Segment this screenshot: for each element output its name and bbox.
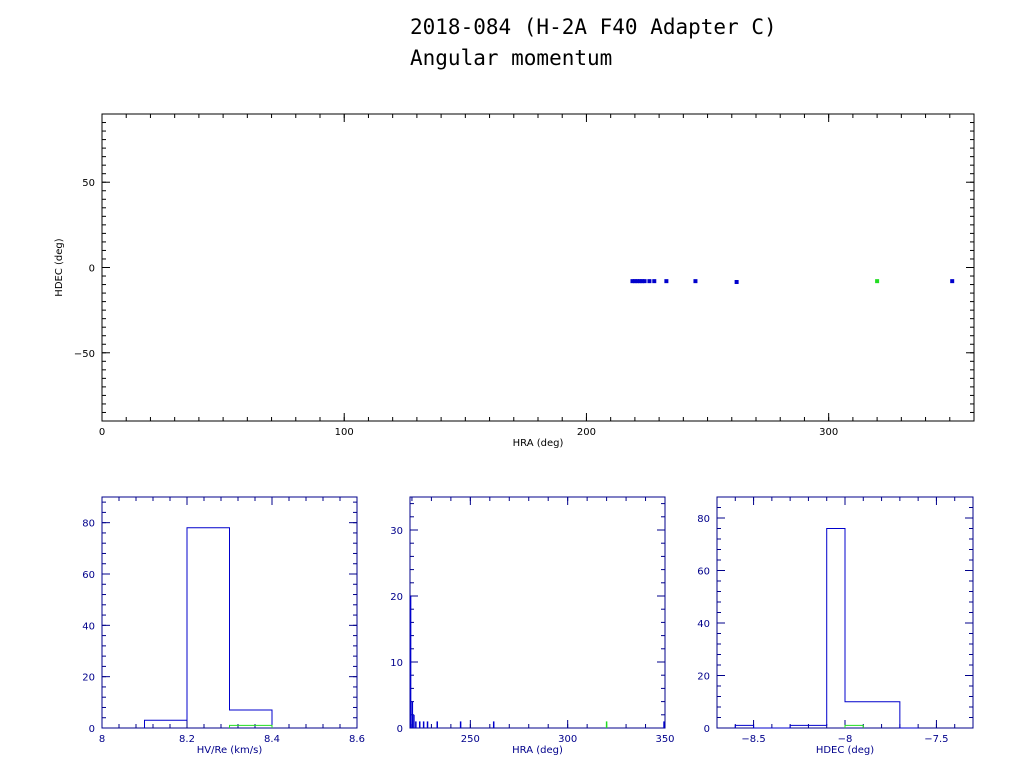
data-point — [632, 279, 637, 284]
y-tick-label: 0 — [89, 724, 95, 735]
x-tick-label: −7.5 — [924, 734, 948, 745]
y-tick-label: 80 — [82, 519, 95, 530]
x-axis-label: HRA (deg) — [512, 745, 563, 756]
y-tick-label: 0 — [89, 264, 95, 275]
chart-subtitle: Angular momentum — [410, 46, 613, 70]
histogram-series — [144, 527, 273, 728]
x-tick-label: 100 — [335, 427, 354, 438]
x-tick-label: 8 — [99, 734, 105, 745]
data-point — [664, 279, 669, 284]
x-tick-label: 8.4 — [264, 734, 280, 745]
data-point — [647, 279, 652, 284]
x-tick-label: 250 — [461, 734, 480, 745]
x-tick-label: 300 — [558, 734, 577, 745]
x-tick-label: 300 — [819, 427, 838, 438]
histogram-series — [844, 724, 864, 728]
y-tick-label: 80 — [697, 514, 710, 525]
x-axis-label: HV/Re (km/s) — [197, 745, 263, 756]
y-tick-label: 10 — [390, 658, 403, 669]
data-point — [875, 279, 880, 284]
chart-title: 2018-084 (H-2A F40 Adapter C) — [410, 15, 777, 39]
x-tick-label: 200 — [577, 427, 596, 438]
y-tick-label: −50 — [74, 349, 95, 360]
x-tick-label: 350 — [655, 734, 674, 745]
y-tick-label: 20 — [82, 673, 95, 684]
y-tick-label: 60 — [82, 570, 95, 581]
data-point — [734, 279, 739, 284]
plot-frame — [409, 496, 666, 729]
x-tick-label: 0 — [99, 427, 105, 438]
data-point — [637, 279, 642, 284]
y-tick-label: 20 — [697, 672, 710, 683]
y-tick-label: 40 — [82, 621, 95, 632]
y-tick-label: 0 — [397, 724, 403, 735]
y-tick-label: 30 — [390, 526, 403, 537]
data-point — [652, 279, 657, 284]
y-tick-label: 0 — [704, 724, 710, 735]
plot-panel-2: 250 300 350 0 10 20 30 HRA (deg) — [390, 496, 675, 756]
data-point — [693, 279, 698, 284]
plot-frame — [101, 113, 975, 422]
x-axis-label: HDEC (deg) — [816, 745, 874, 756]
data-point — [950, 279, 955, 284]
x-tick-label: 8.2 — [179, 734, 195, 745]
data-point — [640, 279, 645, 284]
x-axis-label: HRA (deg) — [513, 438, 564, 449]
plot-panel-3: −8.5 −8 −7.5 0 20 40 60 80 HDEC (deg) — [697, 496, 974, 756]
data-point — [635, 279, 640, 284]
x-tick-label: −8 — [838, 734, 853, 745]
data-point — [642, 279, 647, 284]
x-tick-label: 8.6 — [349, 734, 365, 745]
plot-panel-0: 0 100 200 300 −50 0 50 HRA (deg) HDEC (deg) — [54, 113, 975, 449]
y-tick-label: 20 — [390, 592, 403, 603]
y-tick-label: 40 — [697, 619, 710, 630]
y-tick-label: 60 — [697, 567, 710, 578]
plot-panel-1: 8 8.2 8.4 8.6 0 20 40 60 80 HV/Re (km/s) — [82, 496, 365, 756]
histogram-series — [734, 528, 919, 729]
data-point — [630, 279, 635, 284]
y-axis-label: HDEC (deg) — [54, 238, 65, 296]
y-tick-label: 50 — [82, 178, 95, 189]
x-tick-label: −8.5 — [741, 734, 765, 745]
histogram-series — [229, 724, 273, 728]
